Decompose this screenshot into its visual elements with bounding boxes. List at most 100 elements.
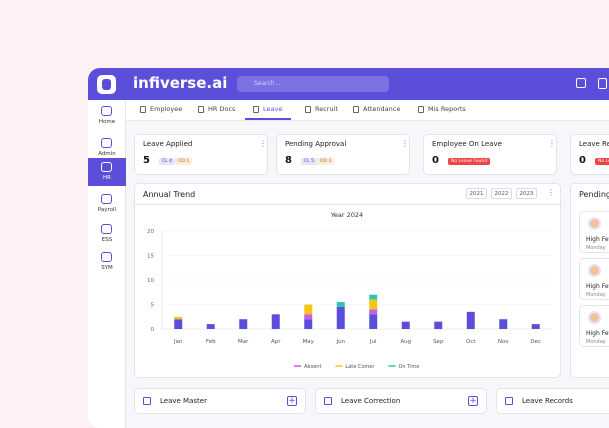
x-tick-label: Feb bbox=[206, 339, 216, 345]
nav-item[interactable]: HR bbox=[103, 175, 111, 181]
x-tick-label: Mar bbox=[238, 339, 249, 345]
nav-item[interactable]: SYM bbox=[101, 265, 113, 271]
card-value: 5 bbox=[143, 155, 150, 166]
x-tick-label: Jul bbox=[369, 339, 377, 345]
x-tick-label: Jun bbox=[335, 339, 345, 345]
trend-title: Annual Trend bbox=[143, 190, 196, 199]
nav-icon[interactable] bbox=[101, 138, 112, 148]
bar-segment bbox=[369, 299, 378, 310]
search-box[interactable]: Search... bbox=[237, 76, 389, 92]
leave-day: Monday bbox=[586, 339, 606, 345]
bar-segment bbox=[174, 319, 183, 329]
card-title: Employee On Leave bbox=[432, 140, 502, 148]
trend-panel: Annual Trend 2021 2022 2023 ⋮ bbox=[134, 183, 562, 378]
menu: ⋮ bbox=[547, 188, 555, 197]
sidebar bbox=[88, 100, 126, 428]
bar-segment bbox=[336, 306, 345, 329]
nav-icon[interactable] bbox=[101, 252, 112, 262]
legend-label: Late Comer bbox=[345, 364, 375, 370]
bar-segment bbox=[531, 324, 540, 329]
card-title: Pending Approval bbox=[285, 140, 347, 148]
avatar bbox=[588, 217, 601, 230]
tab-icon[interactable] bbox=[253, 106, 259, 113]
x-tick-label: May bbox=[303, 339, 315, 345]
pending-title: Pending Leaves bbox=[579, 190, 609, 199]
avatar bbox=[588, 264, 601, 277]
tab[interactable]: Leave bbox=[263, 105, 283, 113]
year-button[interactable]: 2023 bbox=[516, 188, 537, 199]
app-window: infiverse.ai Search... Annual Trend 2021… bbox=[88, 68, 609, 428]
card-value: 8 bbox=[285, 155, 292, 166]
bar-segment bbox=[174, 316, 183, 320]
tab-icon[interactable] bbox=[140, 106, 146, 113]
tab[interactable]: Recruit bbox=[315, 105, 338, 113]
nav-icon[interactable] bbox=[101, 106, 112, 116]
bottom-button[interactable]: Leave Correction + bbox=[315, 388, 487, 414]
tab-icon[interactable] bbox=[418, 106, 424, 113]
y-tick-label: 0 bbox=[151, 327, 155, 333]
bar-segment bbox=[336, 302, 345, 307]
badge: OD 3 bbox=[317, 158, 335, 165]
leave-item: High Fever Monday bbox=[579, 258, 609, 300]
nav-icon[interactable] bbox=[101, 194, 112, 204]
stat-card: Leave Rejected⋮0No Leave Found bbox=[570, 134, 609, 175]
logout-icon[interactable] bbox=[598, 78, 607, 89]
tab[interactable]: HR Docs bbox=[208, 105, 236, 113]
bottom-button[interactable]: Leave Master + bbox=[134, 388, 306, 414]
chart: Year 2024 0 5 10 15 20 Jan Feb Mar Apr May Jun Jul A… bbox=[147, 211, 552, 370]
bottom-button[interactable]: Leave Records+ bbox=[496, 388, 609, 414]
leave-item: High Fever Monday bbox=[579, 211, 609, 253]
leave-name: High Fever bbox=[586, 283, 609, 290]
x-tick-label: Aug bbox=[400, 339, 411, 345]
x-tick-label: Apr bbox=[271, 339, 281, 345]
nav-item[interactable]: Payroll bbox=[97, 207, 117, 213]
bar-segment bbox=[369, 294, 378, 300]
bar-segment bbox=[304, 319, 313, 329]
bar-segment bbox=[271, 314, 280, 329]
tab[interactable]: Employee bbox=[150, 105, 183, 113]
leave-day: Monday bbox=[586, 292, 606, 298]
badge: CL 5 bbox=[301, 158, 317, 165]
bar-segment bbox=[206, 324, 215, 329]
card-value: 0 bbox=[579, 155, 586, 166]
page: infiverse.ai Search... Annual Trend 2021… bbox=[88, 68, 609, 428]
leave-name: High Fever bbox=[586, 330, 609, 337]
tab-icon[interactable] bbox=[353, 106, 359, 113]
bar-segment bbox=[369, 309, 378, 315]
plus-button[interactable]: + bbox=[287, 396, 297, 406]
x-tick-label: Dec bbox=[530, 339, 541, 345]
tab-icon[interactable] bbox=[198, 106, 204, 113]
x-tick-label: Sep bbox=[433, 339, 444, 345]
bar-segment bbox=[239, 319, 248, 329]
nav-item[interactable]: ESS bbox=[101, 237, 113, 243]
card-value: 0 bbox=[432, 155, 439, 166]
year-button[interactable]: 2021 bbox=[466, 188, 487, 199]
tab-icon[interactable] bbox=[305, 106, 311, 113]
year-button[interactable]: 2022 bbox=[491, 188, 512, 199]
nav-item[interactable]: Admin bbox=[98, 151, 116, 157]
chart-title: Year 2024 bbox=[330, 211, 363, 219]
nav-icon[interactable] bbox=[101, 224, 112, 234]
leave-item: High Fever Monday bbox=[579, 305, 609, 347]
legend-label: Absent bbox=[304, 364, 321, 370]
tab[interactable]: Mis Reports bbox=[428, 105, 466, 113]
y-tick-label: 10 bbox=[147, 278, 154, 284]
stat-card: Employee On Leave ⋮ 0 No Leave Found bbox=[423, 134, 557, 175]
open-icon[interactable] bbox=[576, 78, 586, 88]
nav-icon[interactable] bbox=[101, 162, 112, 172]
bar-segment bbox=[401, 321, 410, 329]
x-tick-label: Nov bbox=[498, 339, 509, 345]
avatar bbox=[588, 311, 601, 324]
logo bbox=[97, 75, 116, 94]
nav-item[interactable]: Home bbox=[98, 119, 116, 125]
card-menu: ⋮ bbox=[548, 139, 556, 148]
tab-underline bbox=[245, 118, 291, 120]
plus-button[interactable]: + bbox=[468, 396, 478, 406]
label: Leave Master bbox=[160, 397, 207, 405]
bar-segment bbox=[369, 314, 378, 329]
label: Leave Correction bbox=[341, 397, 401, 405]
badge: No Leave Found bbox=[448, 158, 491, 165]
tab[interactable]: Attendance bbox=[363, 105, 401, 113]
card-menu: ⋮ bbox=[259, 139, 267, 148]
icon bbox=[143, 397, 151, 405]
